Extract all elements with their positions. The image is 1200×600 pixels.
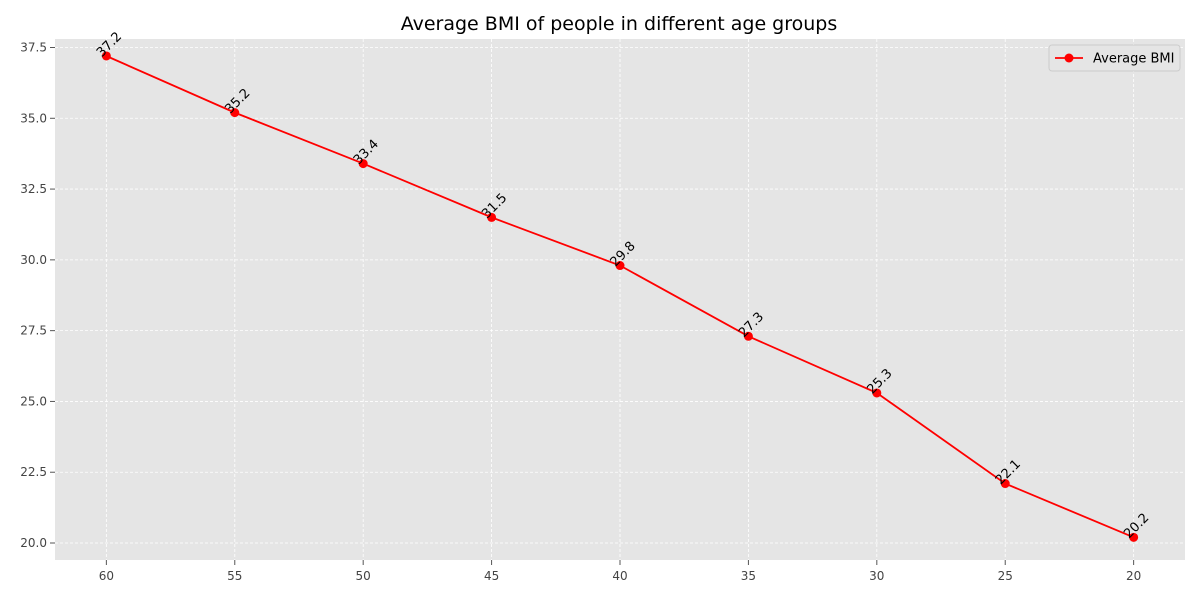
y-tick-label: 27.5 bbox=[20, 324, 47, 338]
x-tick-label: 35 bbox=[741, 569, 756, 583]
data-point bbox=[230, 108, 240, 118]
x-tick-label: 50 bbox=[356, 569, 371, 583]
data-point bbox=[872, 388, 882, 398]
x-tick-label: 40 bbox=[612, 569, 627, 583]
y-tick-label: 35.0 bbox=[20, 111, 47, 125]
data-point bbox=[1129, 532, 1139, 542]
legend-marker-swatch bbox=[1064, 53, 1074, 63]
data-point bbox=[1000, 479, 1010, 489]
x-tick-label: 45 bbox=[484, 569, 499, 583]
legend-box bbox=[1048, 44, 1181, 72]
data-point bbox=[358, 159, 368, 169]
legend: Average BMI bbox=[1048, 44, 1181, 72]
legend-label: Average BMI bbox=[1093, 52, 1175, 67]
data-point bbox=[101, 51, 111, 61]
y-tick-label: 25.0 bbox=[20, 394, 47, 408]
data-point bbox=[743, 331, 753, 341]
y-tick-label: 37.5 bbox=[20, 40, 47, 54]
x-tick-label: 20 bbox=[1126, 569, 1141, 583]
y-axis: 20.0 22.5 25.0 27.5 30.0 32.5 35.0 37.5 bbox=[20, 40, 55, 550]
y-tick-label: 30.0 bbox=[20, 253, 47, 267]
y-tick-label: 20.0 bbox=[20, 536, 47, 550]
data-point bbox=[615, 261, 625, 271]
x-tick-label: 25 bbox=[998, 569, 1013, 583]
y-tick-label: 22.5 bbox=[20, 465, 47, 479]
chart-title: Average BMI of people in different age g… bbox=[401, 13, 838, 35]
x-tick-label: 55 bbox=[227, 569, 242, 583]
data-point bbox=[487, 212, 497, 222]
x-tick-label: 60 bbox=[99, 569, 114, 583]
x-axis: 60 55 50 45 40 35 30 25 20 bbox=[99, 560, 1141, 583]
y-tick-label: 32.5 bbox=[20, 182, 47, 196]
grid-lines bbox=[55, 39, 1185, 560]
x-tick-label: 30 bbox=[869, 569, 884, 583]
